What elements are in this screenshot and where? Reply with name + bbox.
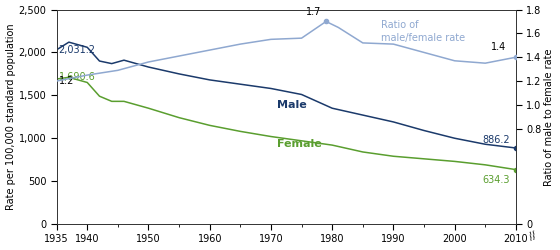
Text: 1.2: 1.2 [58,76,74,86]
Text: 2,031.2: 2,031.2 [58,45,95,55]
Text: 1.4: 1.4 [492,42,507,52]
Text: //: // [528,230,538,241]
Text: 634.3: 634.3 [482,175,510,185]
Y-axis label: Rate per 100,000 standard population: Rate per 100,000 standard population [6,24,16,210]
Text: Female: Female [277,139,322,149]
Text: Male: Male [277,100,307,110]
Text: Ratio of
male/female rate: Ratio of male/female rate [381,20,465,43]
Text: 886.2: 886.2 [482,136,510,145]
Text: 1,690.6: 1,690.6 [58,72,95,82]
Y-axis label: Ratio of male to female rate: Ratio of male to female rate [544,48,554,186]
Text: 1.7: 1.7 [306,7,321,17]
